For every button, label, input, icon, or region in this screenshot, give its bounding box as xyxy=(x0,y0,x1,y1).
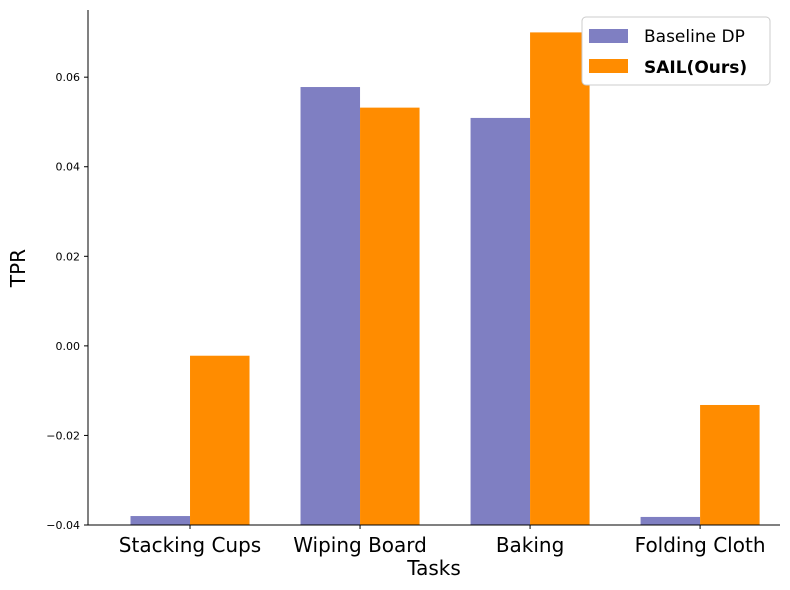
bars xyxy=(130,32,760,526)
legend-label-sail: SAIL(Ours) xyxy=(644,58,747,78)
legend-label-baseline: Baseline DP xyxy=(644,27,745,47)
bar-baseline-folding-cloth xyxy=(640,516,701,525)
y-tick-label: −0.02 xyxy=(46,429,80,442)
x-axis-title: Tasks xyxy=(406,556,461,580)
bar-sail-baking xyxy=(530,32,590,526)
x-ticks: Stacking Cups Wiping Board Baking Folding C… xyxy=(119,525,766,557)
bar-baseline-wiping-board xyxy=(300,87,361,525)
bar-sail-folding-cloth xyxy=(700,404,760,525)
y-ticks: −0.04 −0.02 0.00 0.02 0.04 0.06 xyxy=(46,71,88,532)
legend-box xyxy=(581,16,771,86)
y-tick-label: −0.04 xyxy=(46,519,80,532)
x-tick-label: Folding Cloth xyxy=(635,533,766,557)
bar-baseline-baking xyxy=(470,117,531,525)
x-tick-label: Baking xyxy=(496,533,565,557)
y-tick-label: 0.02 xyxy=(56,250,81,263)
legend-swatch-baseline xyxy=(589,29,628,43)
bar-sail-wiping-board xyxy=(360,107,420,525)
x-tick-label: Stacking Cups xyxy=(119,533,261,557)
axes xyxy=(87,10,780,526)
legend-swatch-sail xyxy=(589,59,628,73)
bar-baseline-stacking-cups xyxy=(130,516,191,525)
y-axis-title: TPR xyxy=(6,249,30,288)
x-tick-label: Wiping Board xyxy=(293,533,427,557)
legend: Baseline DP SAIL(Ours) xyxy=(581,16,771,86)
y-tick-label: 0.06 xyxy=(56,71,81,84)
bar-sail-stacking-cups xyxy=(190,355,250,525)
y-tick-label: 0.04 xyxy=(56,161,81,174)
y-tick-label: 0.00 xyxy=(56,340,81,353)
